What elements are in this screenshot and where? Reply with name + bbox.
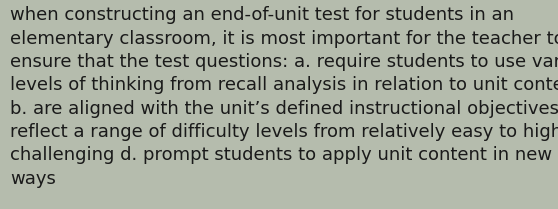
Text: when constructing an end-of-unit test for students in an
elementary classroom, i: when constructing an end-of-unit test fo… [10,6,558,187]
